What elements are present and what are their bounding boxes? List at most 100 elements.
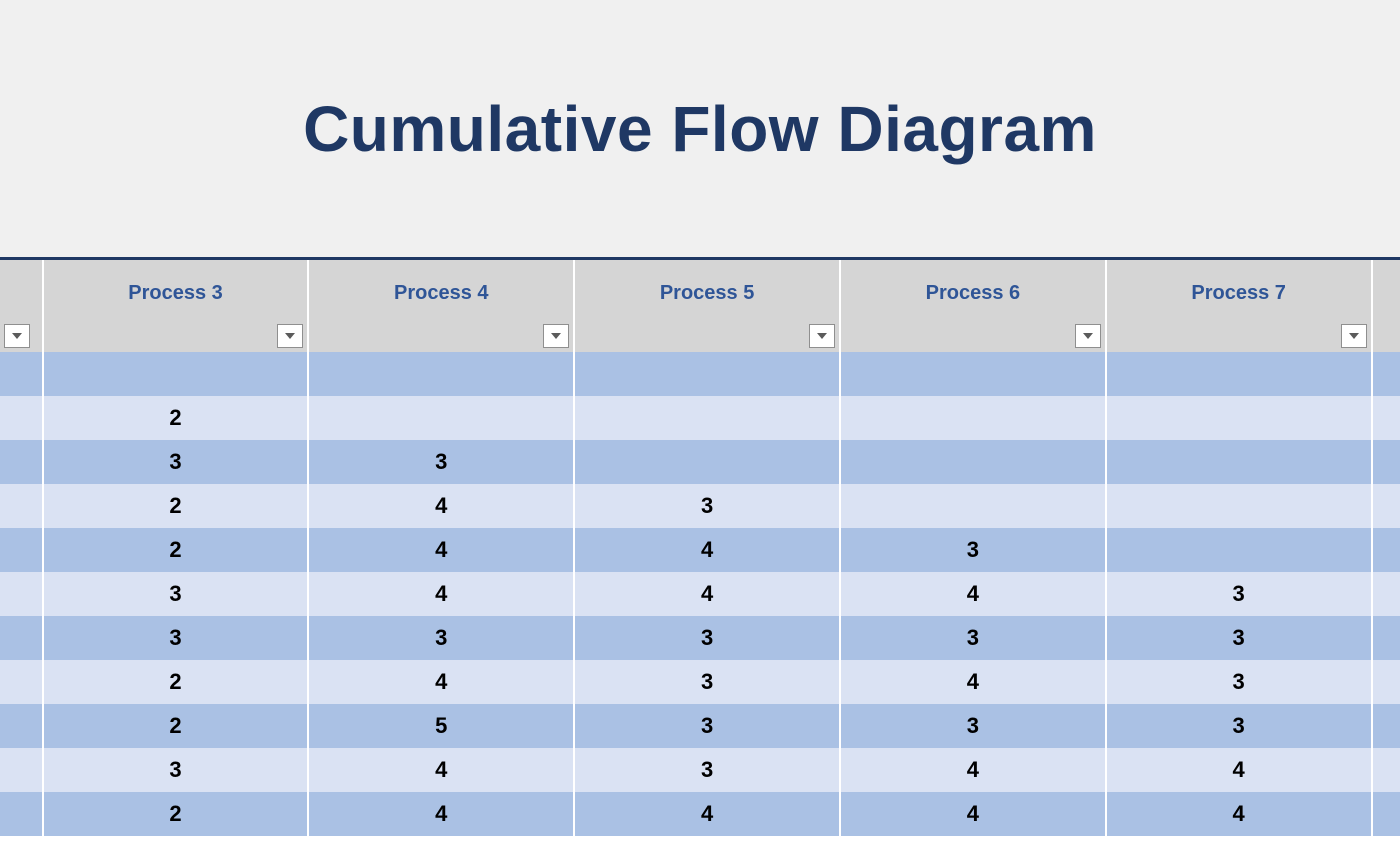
- table-header-stub-right: [1372, 260, 1400, 352]
- table-cell[interactable]: 4: [840, 748, 1106, 792]
- filter-button-process-4[interactable]: [543, 324, 569, 348]
- title-band: Cumulative Flow Diagram: [0, 0, 1400, 260]
- table-cell[interactable]: [574, 440, 840, 484]
- table-cell[interactable]: 3: [308, 616, 574, 660]
- table-cell[interactable]: 3: [574, 748, 840, 792]
- table-cell[interactable]: 3: [574, 484, 840, 528]
- chevron-down-icon: [285, 333, 295, 339]
- table-cell[interactable]: 4: [308, 484, 574, 528]
- table-body: 2332432443344433333324343253333434424444: [0, 352, 1400, 836]
- table-cell[interactable]: 3: [43, 748, 309, 792]
- table-cell-stub-right: [1372, 748, 1400, 792]
- table-cell[interactable]: 3: [574, 660, 840, 704]
- filter-button-stub[interactable]: [4, 324, 30, 348]
- column-header-label: Process 4: [309, 260, 573, 305]
- table-cell[interactable]: [43, 352, 309, 396]
- table-cell[interactable]: 4: [308, 572, 574, 616]
- table-cell[interactable]: [840, 396, 1106, 440]
- table-cell[interactable]: [840, 352, 1106, 396]
- table-cell[interactable]: 2: [43, 484, 309, 528]
- table-header-cell: Process 7: [1106, 260, 1372, 352]
- table-cell[interactable]: [1106, 396, 1372, 440]
- table-row: 34344: [0, 748, 1400, 792]
- table-cell[interactable]: 3: [1106, 616, 1372, 660]
- filter-button-process-3[interactable]: [277, 324, 303, 348]
- table-cell[interactable]: 3: [43, 440, 309, 484]
- table-cell[interactable]: 3: [308, 440, 574, 484]
- table-cell[interactable]: [840, 440, 1106, 484]
- table-cell[interactable]: 5: [308, 704, 574, 748]
- table-cell-stub-right: [1372, 792, 1400, 836]
- table-cell-stub: [0, 528, 43, 572]
- table-cell[interactable]: 4: [308, 748, 574, 792]
- table-header-row: Process 3 Process 4 Process 5: [0, 260, 1400, 352]
- table-row: 25333: [0, 704, 1400, 748]
- table-cell[interactable]: 3: [1106, 660, 1372, 704]
- table-cell-stub: [0, 616, 43, 660]
- table-cell[interactable]: 3: [1106, 572, 1372, 616]
- table-cell[interactable]: [1106, 528, 1372, 572]
- table-row: 33333: [0, 616, 1400, 660]
- table-cell[interactable]: 2: [43, 704, 309, 748]
- table-cell-stub: [0, 572, 43, 616]
- table-row: [0, 352, 1400, 396]
- chevron-down-icon: [551, 333, 561, 339]
- table-cell[interactable]: 3: [840, 528, 1106, 572]
- table-cell-stub-right: [1372, 352, 1400, 396]
- table-cell[interactable]: [1106, 352, 1372, 396]
- table-row: 24343: [0, 660, 1400, 704]
- chevron-down-icon: [1083, 333, 1093, 339]
- table-cell[interactable]: 3: [574, 616, 840, 660]
- table-cell[interactable]: [308, 396, 574, 440]
- table-cell-stub-right: [1372, 660, 1400, 704]
- table-cell[interactable]: 2: [43, 660, 309, 704]
- table-cell[interactable]: 3: [43, 572, 309, 616]
- table-cell[interactable]: 2: [43, 792, 309, 836]
- table-cell[interactable]: 4: [574, 572, 840, 616]
- chevron-down-icon: [12, 333, 22, 339]
- table-cell[interactable]: 4: [840, 792, 1106, 836]
- table-header-stub: [0, 260, 43, 352]
- table-cell[interactable]: 3: [43, 616, 309, 660]
- table-cell[interactable]: 2: [43, 528, 309, 572]
- table-cell-stub-right: [1372, 704, 1400, 748]
- table-cell[interactable]: 3: [840, 616, 1106, 660]
- table-cell-stub-right: [1372, 572, 1400, 616]
- table-row: 34443: [0, 572, 1400, 616]
- table-cell[interactable]: 4: [840, 572, 1106, 616]
- table-cell[interactable]: 4: [574, 792, 840, 836]
- table-header-cell: Process 3: [43, 260, 309, 352]
- filter-button-process-5[interactable]: [809, 324, 835, 348]
- table-cell[interactable]: [1106, 440, 1372, 484]
- table-cell[interactable]: 4: [308, 528, 574, 572]
- table-cell[interactable]: [840, 484, 1106, 528]
- column-header-label: Process 3: [44, 260, 308, 305]
- table-header-cell: Process 4: [308, 260, 574, 352]
- table-cell[interactable]: [574, 352, 840, 396]
- table-cell-stub-right: [1372, 528, 1400, 572]
- table-cell[interactable]: [574, 396, 840, 440]
- table-cell[interactable]: 3: [574, 704, 840, 748]
- data-table-container: Process 3 Process 4 Process 5: [0, 260, 1400, 836]
- table-cell[interactable]: [1106, 484, 1372, 528]
- table-cell[interactable]: 2: [43, 396, 309, 440]
- table-cell-stub: [0, 440, 43, 484]
- table-cell[interactable]: 3: [1106, 704, 1372, 748]
- column-header-label: Process 5: [575, 260, 839, 305]
- table-cell-stub: [0, 396, 43, 440]
- table-cell-stub-right: [1372, 396, 1400, 440]
- filter-button-process-6[interactable]: [1075, 324, 1101, 348]
- table-cell[interactable]: 4: [574, 528, 840, 572]
- table-cell[interactable]: 4: [1106, 792, 1372, 836]
- table-cell-stub-right: [1372, 440, 1400, 484]
- table-cell[interactable]: 4: [308, 660, 574, 704]
- table-cell-stub: [0, 704, 43, 748]
- filter-button-process-7[interactable]: [1341, 324, 1367, 348]
- table-cell[interactable]: 4: [1106, 748, 1372, 792]
- table-cell[interactable]: 4: [308, 792, 574, 836]
- table-cell[interactable]: 4: [840, 660, 1106, 704]
- column-header-label: Process 7: [1107, 260, 1371, 305]
- table-cell[interactable]: [308, 352, 574, 396]
- table-cell[interactable]: 3: [840, 704, 1106, 748]
- table-header-cell: Process 5: [574, 260, 840, 352]
